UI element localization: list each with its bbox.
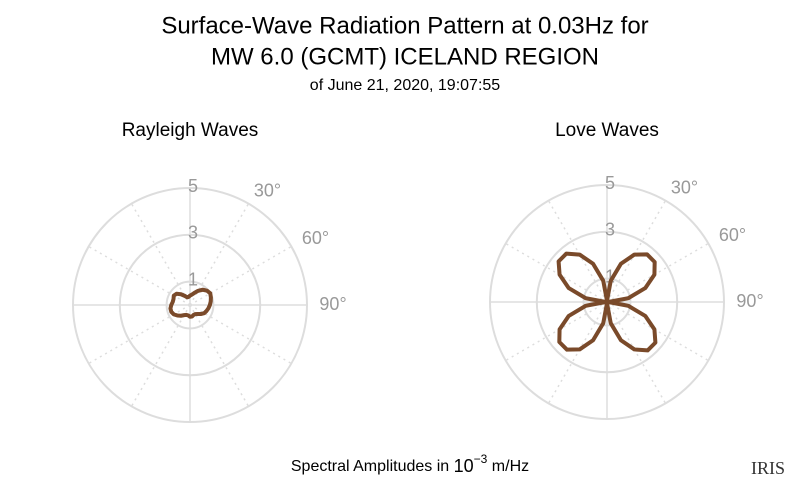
theta-tick-label: 90° (736, 291, 763, 311)
footer-text: Spectral Amplitudes in (291, 458, 454, 475)
title-line: MW 6.0 (GCMT) ICELAND REGION (211, 43, 599, 70)
r-tick-label: 5 (605, 173, 615, 193)
footer-base: 10 (454, 456, 474, 476)
spoke (189, 203, 250, 306)
logo: IRIS (751, 458, 785, 478)
spoke (606, 242, 709, 303)
r-tick-label: 3 (605, 220, 615, 240)
theta-tick-label: 30° (671, 177, 698, 197)
r-tick-label: 1 (188, 269, 198, 289)
theta-tick-label: 90° (319, 294, 346, 314)
footer-exponent: −3 (474, 452, 488, 466)
chart-title: Love Waves (555, 120, 659, 141)
spoke (505, 242, 608, 303)
grid-circle (165, 280, 215, 330)
spoke (505, 301, 608, 362)
spoke (130, 203, 191, 306)
spoke (189, 304, 250, 407)
r-tick-label: 5 (188, 176, 198, 196)
spoke (130, 304, 191, 407)
subtitle: of June 21, 2020, 19:07:55 (310, 77, 500, 94)
chart-title: Rayleigh Waves (122, 120, 259, 141)
spoke (547, 301, 608, 404)
footer: Spectral Amplitudes in 10−3 m/Hz (291, 452, 529, 476)
grid-circle (489, 184, 725, 420)
grid-circle (582, 277, 632, 327)
grid-circle (118, 233, 262, 377)
r-tick-label: 3 (188, 223, 198, 243)
pattern-line (168, 287, 213, 319)
grid-circle (535, 230, 679, 374)
spoke (606, 301, 709, 362)
theta-tick-label: 60° (302, 228, 329, 248)
footer-unit: m/Hz (487, 458, 529, 475)
spoke (189, 245, 292, 306)
pattern-line (556, 251, 658, 353)
spoke (189, 304, 292, 365)
theta-tick-label: 60° (719, 225, 746, 245)
r-tick-label: 1 (605, 266, 615, 286)
spoke (606, 301, 667, 404)
title-line: Surface-Wave Radiation Pattern at 0.03Hz… (161, 12, 648, 39)
spoke (606, 200, 667, 303)
grid-circle (72, 187, 308, 423)
spoke (547, 200, 608, 303)
theta-tick-label: 30° (254, 180, 281, 200)
